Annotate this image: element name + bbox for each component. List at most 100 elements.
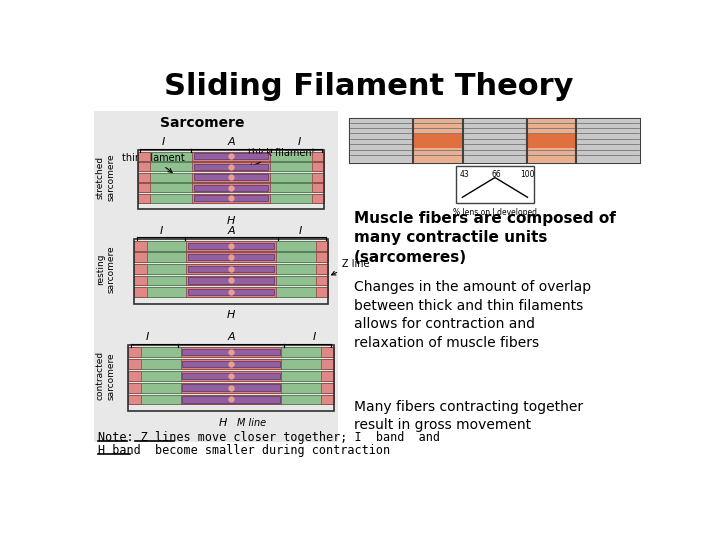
Bar — [128, 347, 334, 357]
Bar — [312, 163, 324, 171]
Text: I: I — [312, 332, 316, 342]
Text: 43: 43 — [460, 170, 470, 179]
Bar — [138, 173, 150, 181]
Bar — [186, 241, 276, 251]
Text: A: A — [228, 226, 235, 236]
Text: Note: Z lines move closer together; I  band  and: Note: Z lines move closer together; I ba… — [98, 431, 440, 444]
Bar — [194, 195, 269, 201]
Bar — [134, 252, 328, 262]
Text: I: I — [146, 332, 149, 342]
Bar — [192, 173, 270, 181]
Bar — [182, 373, 280, 379]
Bar — [128, 347, 141, 357]
Bar — [138, 152, 150, 160]
Bar — [315, 287, 328, 297]
Bar — [577, 119, 640, 164]
Text: M line: M line — [238, 418, 266, 428]
Text: stretched
sarcomere: stretched sarcomere — [96, 153, 115, 201]
Text: H: H — [227, 310, 235, 320]
Text: thin filament: thin filament — [122, 153, 185, 172]
Text: Z line: Z line — [332, 259, 369, 275]
Text: H: H — [227, 215, 235, 226]
Bar — [128, 371, 334, 381]
Text: A: A — [228, 332, 235, 342]
Bar — [315, 264, 328, 274]
Bar — [321, 395, 334, 404]
Bar — [192, 183, 270, 192]
Bar — [134, 287, 147, 297]
Text: resting
sarcomere: resting sarcomere — [96, 245, 115, 293]
Bar — [321, 359, 334, 369]
Text: I: I — [161, 137, 164, 147]
Bar — [138, 194, 324, 202]
Bar — [186, 275, 276, 285]
Text: 100: 100 — [520, 170, 534, 179]
Bar — [182, 349, 280, 355]
Text: A: A — [228, 137, 235, 147]
Bar — [138, 163, 324, 171]
Bar — [315, 252, 328, 262]
Bar — [181, 347, 282, 357]
Bar — [181, 383, 282, 393]
Bar — [456, 166, 534, 204]
Text: % lens on I developed: % lens on I developed — [453, 208, 537, 217]
Bar — [134, 239, 328, 303]
Bar — [527, 119, 577, 164]
Text: thick filament: thick filament — [248, 148, 315, 167]
Bar — [315, 275, 328, 285]
Text: Sliding Filament Theory: Sliding Filament Theory — [164, 72, 574, 101]
Bar — [192, 152, 270, 160]
Bar — [134, 275, 328, 285]
Bar — [321, 371, 334, 381]
Text: H: H — [219, 418, 228, 428]
Bar — [182, 384, 280, 391]
Bar — [138, 152, 324, 160]
Bar — [463, 119, 527, 164]
Bar — [134, 264, 328, 274]
Bar — [134, 287, 328, 297]
Bar — [194, 174, 269, 180]
Bar — [138, 194, 150, 202]
Bar — [134, 241, 147, 251]
Bar — [186, 287, 276, 297]
Text: I: I — [297, 137, 301, 147]
Bar — [128, 395, 334, 404]
Bar — [527, 134, 577, 148]
Text: contracted
sarcomere: contracted sarcomere — [96, 352, 115, 401]
Text: 66: 66 — [491, 170, 501, 179]
Bar — [321, 347, 334, 357]
Bar — [413, 134, 463, 148]
Bar — [128, 345, 334, 411]
Bar — [134, 275, 147, 285]
Bar — [134, 241, 328, 251]
Bar — [181, 359, 282, 369]
Bar — [128, 395, 141, 404]
Bar — [128, 371, 141, 381]
Bar — [312, 152, 324, 160]
Bar — [128, 383, 334, 393]
Bar — [194, 185, 269, 191]
Text: H band  become smaller during contraction: H band become smaller during contraction — [98, 444, 390, 457]
Bar — [413, 119, 463, 164]
Text: Sarcomere: Sarcomere — [160, 116, 244, 130]
Bar — [194, 164, 269, 170]
Bar — [350, 119, 640, 164]
Bar — [321, 383, 334, 393]
Text: Changes in the amount of overlap
between thick and thin filaments
allows for con: Changes in the amount of overlap between… — [354, 280, 590, 349]
Bar — [186, 264, 276, 274]
Text: I: I — [300, 226, 302, 236]
Bar — [138, 183, 150, 192]
Text: I: I — [160, 226, 163, 236]
Bar — [188, 277, 274, 284]
Bar — [186, 252, 276, 262]
Bar — [138, 150, 324, 209]
Bar — [350, 119, 413, 164]
Bar — [138, 173, 324, 181]
Bar — [188, 242, 274, 249]
Bar — [182, 361, 280, 367]
Text: Many fibers contracting together
result in gross movement: Many fibers contracting together result … — [354, 400, 582, 432]
Bar — [181, 371, 282, 381]
Bar — [128, 383, 141, 393]
Bar — [315, 241, 328, 251]
Bar — [94, 111, 338, 442]
